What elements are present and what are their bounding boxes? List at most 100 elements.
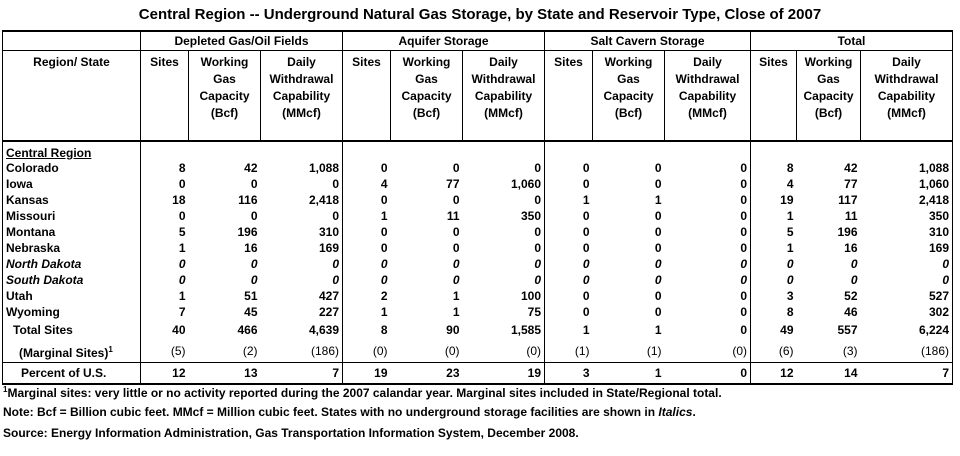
value-cell: 0 <box>534 225 541 239</box>
value-cell: 0 <box>332 177 339 191</box>
value-cell: 1 <box>750 240 797 256</box>
value-cell: 0 <box>544 256 593 272</box>
table-row: North Dakota 0 0 0 0 0 0 0 0 0 0 0 0 <box>2 256 953 272</box>
footnote-mark: 1 <box>3 385 8 394</box>
value-cell: 0 <box>654 241 662 255</box>
subheader-total-daily: Daily Withdrawal Capability (MMcf) <box>860 50 953 142</box>
value-cell: 557 <box>837 323 858 337</box>
total-row: Total Sites 40 466 4,639 8 90 1,585 1 1 0 49 557 6,2… <box>2 320 953 340</box>
value-cell: 0 <box>452 225 460 239</box>
group-header-total: Total <box>750 30 953 51</box>
value-cell: 1 <box>452 289 460 303</box>
value-cell: 75 <box>527 305 541 319</box>
value-cell: 12 <box>750 362 797 385</box>
empty-cell <box>140 141 189 160</box>
empty-cell <box>342 141 391 160</box>
value-cell: 18 <box>140 192 189 208</box>
empty-cell <box>463 141 545 160</box>
value-cell: (3) <box>842 344 858 358</box>
value-cell: 19 <box>462 362 545 385</box>
value-cell: 42 <box>844 161 858 175</box>
value-cell: 0 <box>332 273 339 287</box>
value-cell: 8 <box>750 160 797 176</box>
value-cell: 0 <box>740 225 747 239</box>
value-cell: (5) <box>140 340 189 363</box>
value-cell: 169 <box>860 240 953 256</box>
subheader-line: Working <box>402 55 451 69</box>
value-cell: 0 <box>342 192 391 208</box>
state-name: Kansas <box>2 192 141 208</box>
value-cell: 1 <box>544 320 593 340</box>
value-cell: 116 <box>238 193 258 207</box>
footnote-marginal: 1Marginal sites: very little or no activ… <box>3 385 722 400</box>
value-cell: 0 <box>544 304 593 320</box>
value-cell: (2) <box>242 344 258 358</box>
table-row: Missouri 0 0 0 1 11 350 0 0 0 1 11 350 <box>2 208 953 224</box>
value-cell: 7 <box>860 362 953 385</box>
value-cell: 2,418 <box>860 192 953 208</box>
value-cell: 0 <box>750 256 797 272</box>
value-cell: 0 <box>654 177 662 191</box>
value-cell: 4,639 <box>308 323 339 337</box>
row-header-label: Region/ State <box>2 50 141 142</box>
value-cell: (186) <box>860 340 953 363</box>
value-cell: 5 <box>140 224 189 240</box>
value-cell: 0 <box>740 257 747 271</box>
value-cell: 0 <box>250 273 258 287</box>
value-cell: 4 <box>342 176 391 192</box>
empty-cell <box>797 141 861 160</box>
value-cell: 1 <box>140 240 189 256</box>
value-cell: 0 <box>654 209 662 223</box>
value-cell: 0 <box>654 289 662 303</box>
footnote-note-end: . <box>692 405 696 419</box>
value-cell: 1 <box>654 193 662 207</box>
value-cell: 5 <box>750 224 797 240</box>
value-cell: 0 <box>250 177 258 191</box>
subheader-line: Working <box>804 55 853 69</box>
subheader-depleted-sites: Sites <box>140 50 189 142</box>
value-cell: 11 <box>844 209 858 223</box>
table-title: Central Region -- Underground Natural Ga… <box>138 6 822 23</box>
value-cell: 0 <box>544 240 593 256</box>
value-cell: 3 <box>544 362 593 385</box>
subheader-line: Daily <box>489 55 518 69</box>
empty-cell <box>750 141 797 160</box>
value-cell: 0 <box>544 288 593 304</box>
value-cell: 100 <box>520 289 541 303</box>
value-cell: 0 <box>654 273 662 287</box>
subheader-salt-working: Working Gas Capacity (Bcf) <box>592 50 665 142</box>
subheader-depleted-daily: Daily Withdrawal Capability (MMcf) <box>260 50 343 142</box>
subheader-line: Capability <box>474 89 533 103</box>
value-cell: 0 <box>140 176 189 192</box>
value-cell: 8 <box>140 160 189 176</box>
subheader-line: (Bcf) <box>412 106 441 120</box>
value-cell: 0 <box>544 160 593 176</box>
value-cell: (6) <box>750 340 797 363</box>
value-cell: 0 <box>850 273 858 287</box>
value-cell: 8 <box>342 320 391 340</box>
subheader-salt-daily: Daily Withdrawal Capability (MMcf) <box>664 50 751 142</box>
subheader-total-working: Working Gas Capacity (Bcf) <box>796 50 861 142</box>
value-cell: 1 <box>140 288 189 304</box>
subheader-line: (Bcf) <box>814 106 843 120</box>
subheader-line: Gas <box>213 72 236 86</box>
value-cell: 0 <box>740 273 747 287</box>
value-cell: 2,418 <box>308 193 339 207</box>
value-cell: 169 <box>318 241 339 255</box>
value-cell: 0 <box>534 241 541 255</box>
table-row: Wyoming 7 45 227 1 1 75 0 0 0 8 46 302 <box>2 304 953 320</box>
value-cell: 0 <box>860 272 953 288</box>
marginal-label: (Marginal Sites)1 <box>2 340 141 363</box>
subheader-line: Capacity <box>401 89 452 103</box>
subheader-line: Gas <box>617 72 640 86</box>
subheader-aquifer-daily: Daily Withdrawal Capability (MMcf) <box>462 50 545 142</box>
value-cell: (0) <box>732 344 747 358</box>
value-cell: 0 <box>342 160 391 176</box>
footnote-note-italic: Italics <box>658 405 693 419</box>
value-cell: 77 <box>446 177 460 191</box>
value-cell: 0 <box>740 209 747 223</box>
empty-cell <box>544 141 593 160</box>
group-header-aquifer: Aquifer Storage <box>342 30 545 51</box>
value-cell: 0 <box>342 272 391 288</box>
value-cell: 0 <box>534 161 541 175</box>
